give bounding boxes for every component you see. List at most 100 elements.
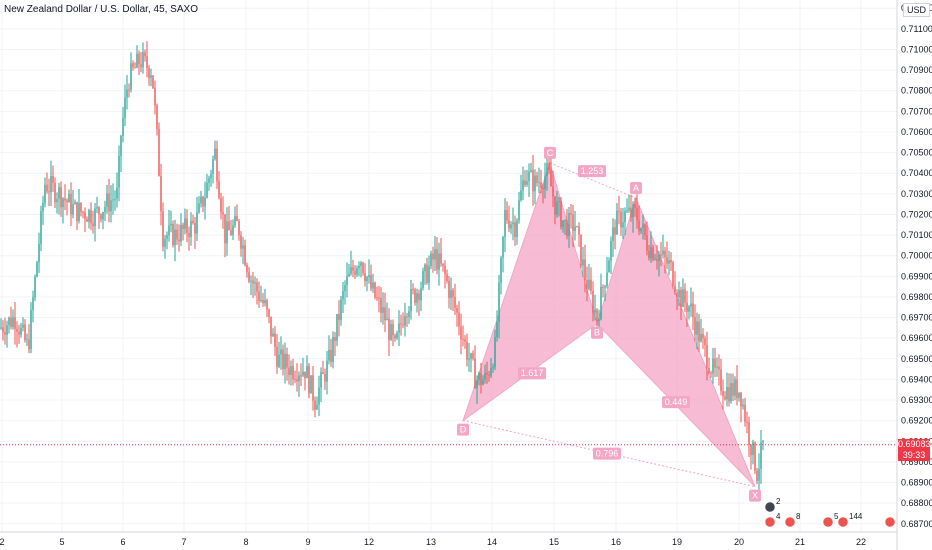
candle-body (646, 235, 648, 251)
candle-body (696, 321, 698, 335)
candle-body (518, 200, 520, 221)
y-tick-label: 0.70700 (901, 106, 932, 116)
us-flag-icon (763, 515, 777, 529)
candle-body (62, 198, 64, 208)
candle-body (610, 240, 612, 261)
candle-body (468, 358, 470, 360)
candle-body (90, 210, 92, 224)
candle-body (158, 128, 160, 176)
candle-body (652, 247, 654, 260)
candle-body (502, 236, 504, 258)
candle-body (736, 379, 738, 399)
last-price-value: 0.69083 (898, 438, 931, 449)
candle-body (544, 176, 546, 190)
candle-body (374, 282, 376, 298)
candle-body (218, 181, 220, 198)
candle-body (574, 226, 576, 231)
y-tick-label: 0.69300 (901, 395, 932, 405)
last-price-label: 0.69083 39:33 (898, 438, 931, 461)
y-tick-label: 0.70800 (901, 86, 932, 96)
earnings-icon (763, 500, 777, 514)
candle-body (470, 353, 472, 359)
candle-body (762, 440, 764, 443)
candle-body (400, 323, 402, 325)
candle-body (676, 292, 678, 298)
candle-body (548, 163, 550, 171)
candle-body (536, 175, 538, 183)
pattern-point-badge (630, 181, 642, 194)
candle-body (220, 197, 222, 213)
event-count: 2 (776, 497, 781, 506)
pattern-point-badge (749, 489, 761, 502)
candle-body (434, 249, 436, 260)
candle-body (472, 353, 474, 359)
time-axis[interactable]: 2 5 6 7 8 9 12 13 14 15 16 19 20 21 22 (0, 531, 897, 547)
price-axis[interactable]: 0.712000.711000.710000.709000.708000.707… (896, 0, 932, 550)
candle-body (204, 197, 206, 207)
candle-body (666, 257, 668, 264)
candle-body (228, 221, 230, 231)
x-tick-label: 9 (305, 537, 310, 547)
candle-body (656, 259, 658, 261)
candle-body (478, 373, 480, 381)
candle-body (640, 227, 642, 232)
pattern-ratio-label: 0.449 (665, 397, 688, 407)
candle-body (662, 250, 664, 255)
candle-body (314, 400, 316, 410)
y-tick-label: 0.68900 (901, 478, 932, 488)
y-tick-label: 0.68800 (901, 498, 932, 508)
candle-body (486, 372, 488, 375)
candle-body (112, 199, 114, 201)
bar-countdown: 39:33 (902, 449, 926, 460)
candle-body (36, 262, 38, 277)
pattern-point-label: D (460, 425, 467, 435)
candle-body (694, 317, 696, 335)
candle-body (590, 279, 592, 291)
candle-body (338, 313, 340, 321)
candle-body (148, 67, 150, 78)
candle-body (46, 184, 48, 192)
candle-body (534, 175, 536, 192)
candle-body (76, 202, 78, 222)
candle-body (424, 264, 426, 272)
y-tick-label: 0.68700 (901, 519, 932, 529)
candle-body (184, 218, 186, 229)
candle-body (672, 262, 674, 286)
candle-body (600, 286, 602, 320)
event-markers[interactable]: 2 4 8 5 144 (763, 497, 897, 529)
currency-badge[interactable]: USD (903, 3, 931, 17)
candle-body (304, 371, 306, 379)
candle-body (464, 339, 466, 342)
chart-title: New Zealand Dollar / U.S. Dollar, 45, SA… (4, 4, 198, 15)
candle-body (280, 349, 282, 355)
candle-body (718, 366, 720, 370)
candle-body (116, 187, 118, 199)
candle-body (332, 337, 334, 363)
candle-body (504, 210, 506, 237)
candle-body (264, 300, 266, 304)
candle-body (68, 193, 70, 203)
candle-body (542, 187, 544, 190)
candle-body (104, 206, 106, 213)
candle-body (154, 88, 156, 106)
x-tick-label: 20 (734, 537, 744, 547)
candle-body (406, 316, 408, 318)
candle-body (522, 180, 524, 191)
y-tick-label: 0.70000 (901, 251, 932, 261)
candle-body (488, 374, 490, 376)
candle-body (146, 55, 148, 68)
candle-body (752, 442, 754, 456)
candle-body (286, 353, 288, 368)
candle-body (326, 360, 328, 382)
candle-body (126, 89, 128, 98)
candle-body (568, 212, 570, 236)
candle-body (638, 220, 640, 232)
candle-body (170, 224, 172, 226)
candle-body (526, 181, 528, 185)
candle-body (270, 316, 272, 337)
candle-body (532, 170, 534, 192)
candle-body (10, 317, 12, 327)
candle-body (508, 220, 510, 229)
candle-body (496, 322, 498, 338)
